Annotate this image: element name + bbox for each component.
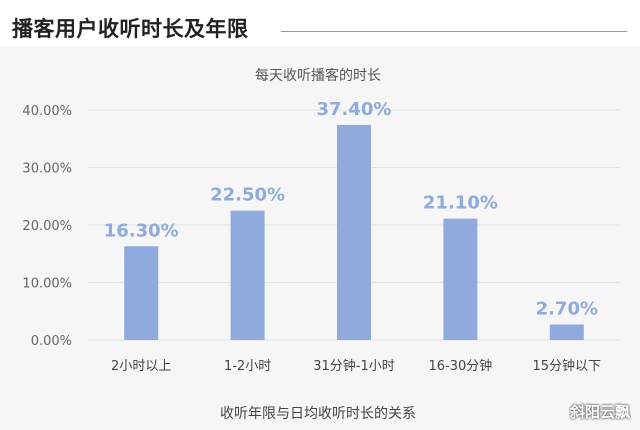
- y-tick-label: 0.00%: [31, 334, 72, 349]
- bar-value-label: 2.70%: [536, 298, 598, 319]
- x-tick-label: 2小时以上: [111, 359, 171, 374]
- bar: [124, 246, 159, 340]
- bar: [549, 324, 584, 340]
- y-tick-label: 30.00%: [22, 162, 72, 177]
- title-divider: [281, 31, 627, 32]
- bar-value-label: 16.30%: [104, 220, 179, 241]
- y-tick-label: 10.00%: [22, 277, 72, 292]
- bar: [337, 124, 371, 340]
- chart-title: 每天收听播客的时长: [255, 67, 381, 84]
- page-title: 播客用户收听时长及年限: [12, 17, 249, 41]
- bar-value-label: 22.50%: [210, 185, 285, 206]
- x-tick-label: 1-2小时: [224, 359, 271, 374]
- bar-value-label: 21.10%: [423, 193, 498, 214]
- y-tick-label: 40.00%: [22, 104, 72, 119]
- x-tick-label: 31分钟-1小时: [313, 358, 395, 374]
- y-tick-label: 20.00%: [22, 219, 72, 234]
- x-tick-label: 16-30分钟: [429, 358, 493, 374]
- bar: [443, 218, 478, 340]
- bar-value-label: 37.40%: [317, 99, 392, 120]
- x-axis-title: 收听年限与日均收听时长的关系: [220, 406, 416, 422]
- watermark-text: 斜阳云飘: [569, 403, 630, 421]
- bar: [230, 210, 265, 340]
- x-tick-label: 15分钟以下: [533, 358, 602, 374]
